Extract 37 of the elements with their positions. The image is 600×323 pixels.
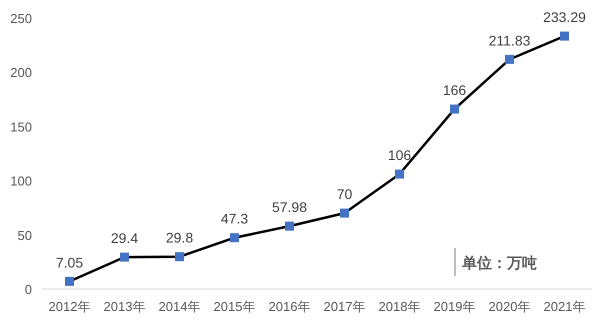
point [120, 252, 129, 262]
data-label: 57.98 [272, 199, 308, 216]
data-label: 47.3 [220, 210, 248, 227]
data-label: 106 [388, 147, 412, 164]
y-tick-label: 0 [24, 282, 32, 297]
y-tick-label: 100 [10, 174, 32, 189]
y-tick-label: 50 [18, 228, 32, 243]
y-tick-label: 150 [10, 119, 32, 134]
x-tick-label: 2014年 [158, 299, 200, 314]
x-tick-label: 2018年 [378, 299, 420, 314]
x-tick-label: 2019年 [434, 299, 476, 314]
x-tick-label: 2020年 [488, 299, 530, 314]
x-tick-label: 2017年 [324, 299, 366, 314]
y-tick-label: 250 [10, 11, 32, 26]
point [395, 170, 404, 179]
x-tick-label: 2016年 [268, 299, 310, 314]
data-label: 7.05 [56, 254, 84, 270]
point [560, 32, 569, 41]
point [450, 104, 459, 114]
point [65, 276, 74, 286]
x-tick-label: 2012年 [48, 299, 90, 314]
data-label: 211.83 [488, 32, 531, 48]
x-tick-label: 2021年 [544, 299, 586, 314]
data-label: 70 [336, 186, 352, 202]
annotation: 单位：万吨 [461, 255, 537, 272]
data-label: 233.29 [543, 9, 586, 26]
point [230, 233, 239, 242]
x-tick-label: 2013年 [104, 299, 146, 314]
x-tick-label: 2015年 [214, 299, 256, 314]
y-tick-label: 200 [10, 65, 32, 80]
point [175, 252, 184, 262]
data-label: 166 [442, 82, 466, 98]
data-label: 29.8 [166, 230, 194, 246]
point [505, 54, 514, 64]
data-label: 29.4 [110, 230, 138, 246]
point [285, 222, 294, 231]
point [340, 208, 349, 218]
